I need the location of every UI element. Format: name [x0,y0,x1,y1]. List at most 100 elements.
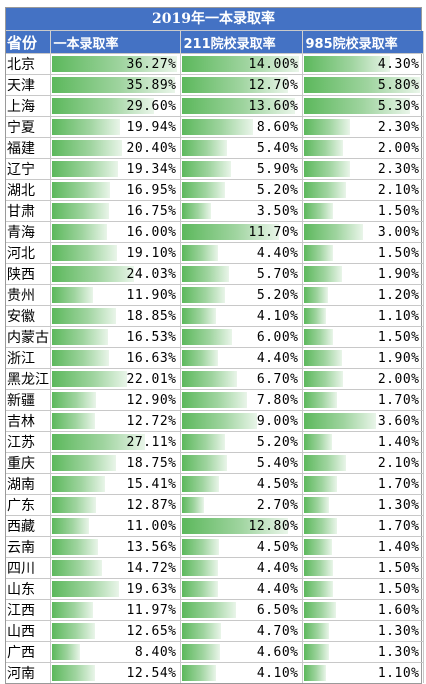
header-985-rate[interactable]: 985院校录取率 [302,31,424,54]
r211-rate-cell[interactable]: 5.40% [180,452,303,474]
r985-rate-cell[interactable]: 1.40% [302,536,424,558]
yiben-rate-cell[interactable]: 36.27% [50,53,181,75]
r985-rate-cell[interactable]: 1.70% [302,515,424,537]
r985-rate-cell[interactable]: 1.30% [302,620,424,642]
province-cell[interactable]: 福建 [6,137,51,159]
r985-rate-cell[interactable]: 1.50% [302,242,424,264]
r985-rate-cell[interactable]: 3.60% [302,410,424,432]
r211-rate-cell[interactable]: 14.00% [180,53,303,75]
r985-rate-cell[interactable]: 1.90% [302,347,424,369]
province-cell[interactable]: 吉林 [6,410,51,432]
r985-rate-cell[interactable]: 1.90% [302,263,424,285]
r985-rate-cell[interactable]: 1.70% [302,473,424,495]
r211-rate-cell[interactable]: 6.50% [180,599,303,621]
r985-rate-cell[interactable]: 1.30% [302,494,424,516]
yiben-rate-cell[interactable]: 12.65% [50,620,181,642]
r211-rate-cell[interactable]: 2.70% [180,494,303,516]
r211-rate-cell[interactable]: 4.10% [180,662,303,683]
province-cell[interactable]: 贵州 [6,284,51,306]
r985-rate-cell[interactable]: 1.10% [302,662,424,683]
r985-rate-cell[interactable]: 1.40% [302,431,424,453]
province-cell[interactable]: 安徽 [6,305,51,327]
r211-rate-cell[interactable]: 3.50% [180,200,303,222]
yiben-rate-cell[interactable]: 11.90% [50,284,181,306]
r985-rate-cell[interactable]: 1.30% [302,641,424,663]
r211-rate-cell[interactable]: 5.20% [180,431,303,453]
r985-rate-cell[interactable]: 1.60% [302,599,424,621]
r211-rate-cell[interactable]: 6.70% [180,368,303,390]
r211-rate-cell[interactable]: 5.70% [180,263,303,285]
yiben-rate-cell[interactable]: 16.95% [50,179,181,201]
r985-rate-cell[interactable]: 2.00% [302,137,424,159]
r211-rate-cell[interactable]: 4.40% [180,578,303,600]
r985-rate-cell[interactable]: 2.10% [302,452,424,474]
province-cell[interactable]: 辽宁 [6,158,51,180]
r211-rate-cell[interactable]: 8.60% [180,116,303,138]
yiben-rate-cell[interactable]: 20.40% [50,137,181,159]
r211-rate-cell[interactable]: 5.20% [180,284,303,306]
province-cell[interactable]: 浙江 [6,347,51,369]
r211-rate-cell[interactable]: 13.60% [180,95,303,117]
yiben-rate-cell[interactable]: 29.60% [50,95,181,117]
yiben-rate-cell[interactable]: 14.72% [50,557,181,579]
r985-rate-cell[interactable]: 4.30% [302,53,424,75]
province-cell[interactable]: 北京 [6,53,51,75]
yiben-rate-cell[interactable]: 35.89% [50,74,181,96]
r985-rate-cell[interactable]: 2.30% [302,158,424,180]
r211-rate-cell[interactable]: 4.40% [180,242,303,264]
province-cell[interactable]: 内蒙古 [6,326,51,348]
province-cell[interactable]: 西藏 [6,515,51,537]
r985-rate-cell[interactable]: 1.50% [302,200,424,222]
province-cell[interactable]: 山东 [6,578,51,600]
r985-rate-cell[interactable]: 5.80% [302,74,424,96]
r985-rate-cell[interactable]: 5.30% [302,95,424,117]
province-cell[interactable]: 山西 [6,620,51,642]
yiben-rate-cell[interactable]: 19.63% [50,578,181,600]
yiben-rate-cell[interactable]: 19.10% [50,242,181,264]
province-cell[interactable]: 湖北 [6,179,51,201]
province-cell[interactable]: 广西 [6,641,51,663]
yiben-rate-cell[interactable]: 12.87% [50,494,181,516]
r211-rate-cell[interactable]: 4.10% [180,305,303,327]
yiben-rate-cell[interactable]: 27.11% [50,431,181,453]
province-cell[interactable]: 河北 [6,242,51,264]
province-cell[interactable]: 河南 [6,662,51,683]
r211-rate-cell[interactable]: 4.70% [180,620,303,642]
r211-rate-cell[interactable]: 4.50% [180,473,303,495]
yiben-rate-cell[interactable]: 22.01% [50,368,181,390]
yiben-rate-cell[interactable]: 16.53% [50,326,181,348]
r211-rate-cell[interactable]: 9.00% [180,410,303,432]
r211-rate-cell[interactable]: 7.80% [180,389,303,411]
r985-rate-cell[interactable]: 1.10% [302,305,424,327]
province-cell[interactable]: 陕西 [6,263,51,285]
yiben-rate-cell[interactable]: 19.34% [50,158,181,180]
yiben-rate-cell[interactable]: 18.85% [50,305,181,327]
r985-rate-cell[interactable]: 1.50% [302,578,424,600]
yiben-rate-cell[interactable]: 16.63% [50,347,181,369]
yiben-rate-cell[interactable]: 15.41% [50,473,181,495]
province-cell[interactable]: 青海 [6,221,51,243]
yiben-rate-cell[interactable]: 18.75% [50,452,181,474]
province-cell[interactable]: 四川 [6,557,51,579]
r211-rate-cell[interactable]: 4.50% [180,536,303,558]
r211-rate-cell[interactable]: 11.70% [180,221,303,243]
header-yiben-rate[interactable]: 一本录取率 [50,31,181,54]
yiben-rate-cell[interactable]: 12.54% [50,662,181,683]
yiben-rate-cell[interactable]: 16.00% [50,221,181,243]
r985-rate-cell[interactable]: 1.20% [302,284,424,306]
province-cell[interactable]: 新疆 [6,389,51,411]
yiben-rate-cell[interactable]: 19.94% [50,116,181,138]
r211-rate-cell[interactable]: 6.00% [180,326,303,348]
r211-rate-cell[interactable]: 5.40% [180,137,303,159]
province-cell[interactable]: 江西 [6,599,51,621]
r211-rate-cell[interactable]: 5.90% [180,158,303,180]
yiben-rate-cell[interactable]: 16.75% [50,200,181,222]
yiben-rate-cell[interactable]: 11.97% [50,599,181,621]
province-cell[interactable]: 重庆 [6,452,51,474]
r985-rate-cell[interactable]: 2.30% [302,116,424,138]
province-cell[interactable]: 甘肃 [6,200,51,222]
r985-rate-cell[interactable]: 2.00% [302,368,424,390]
r211-rate-cell[interactable]: 4.60% [180,641,303,663]
province-cell[interactable]: 广东 [6,494,51,516]
yiben-rate-cell[interactable]: 12.90% [50,389,181,411]
